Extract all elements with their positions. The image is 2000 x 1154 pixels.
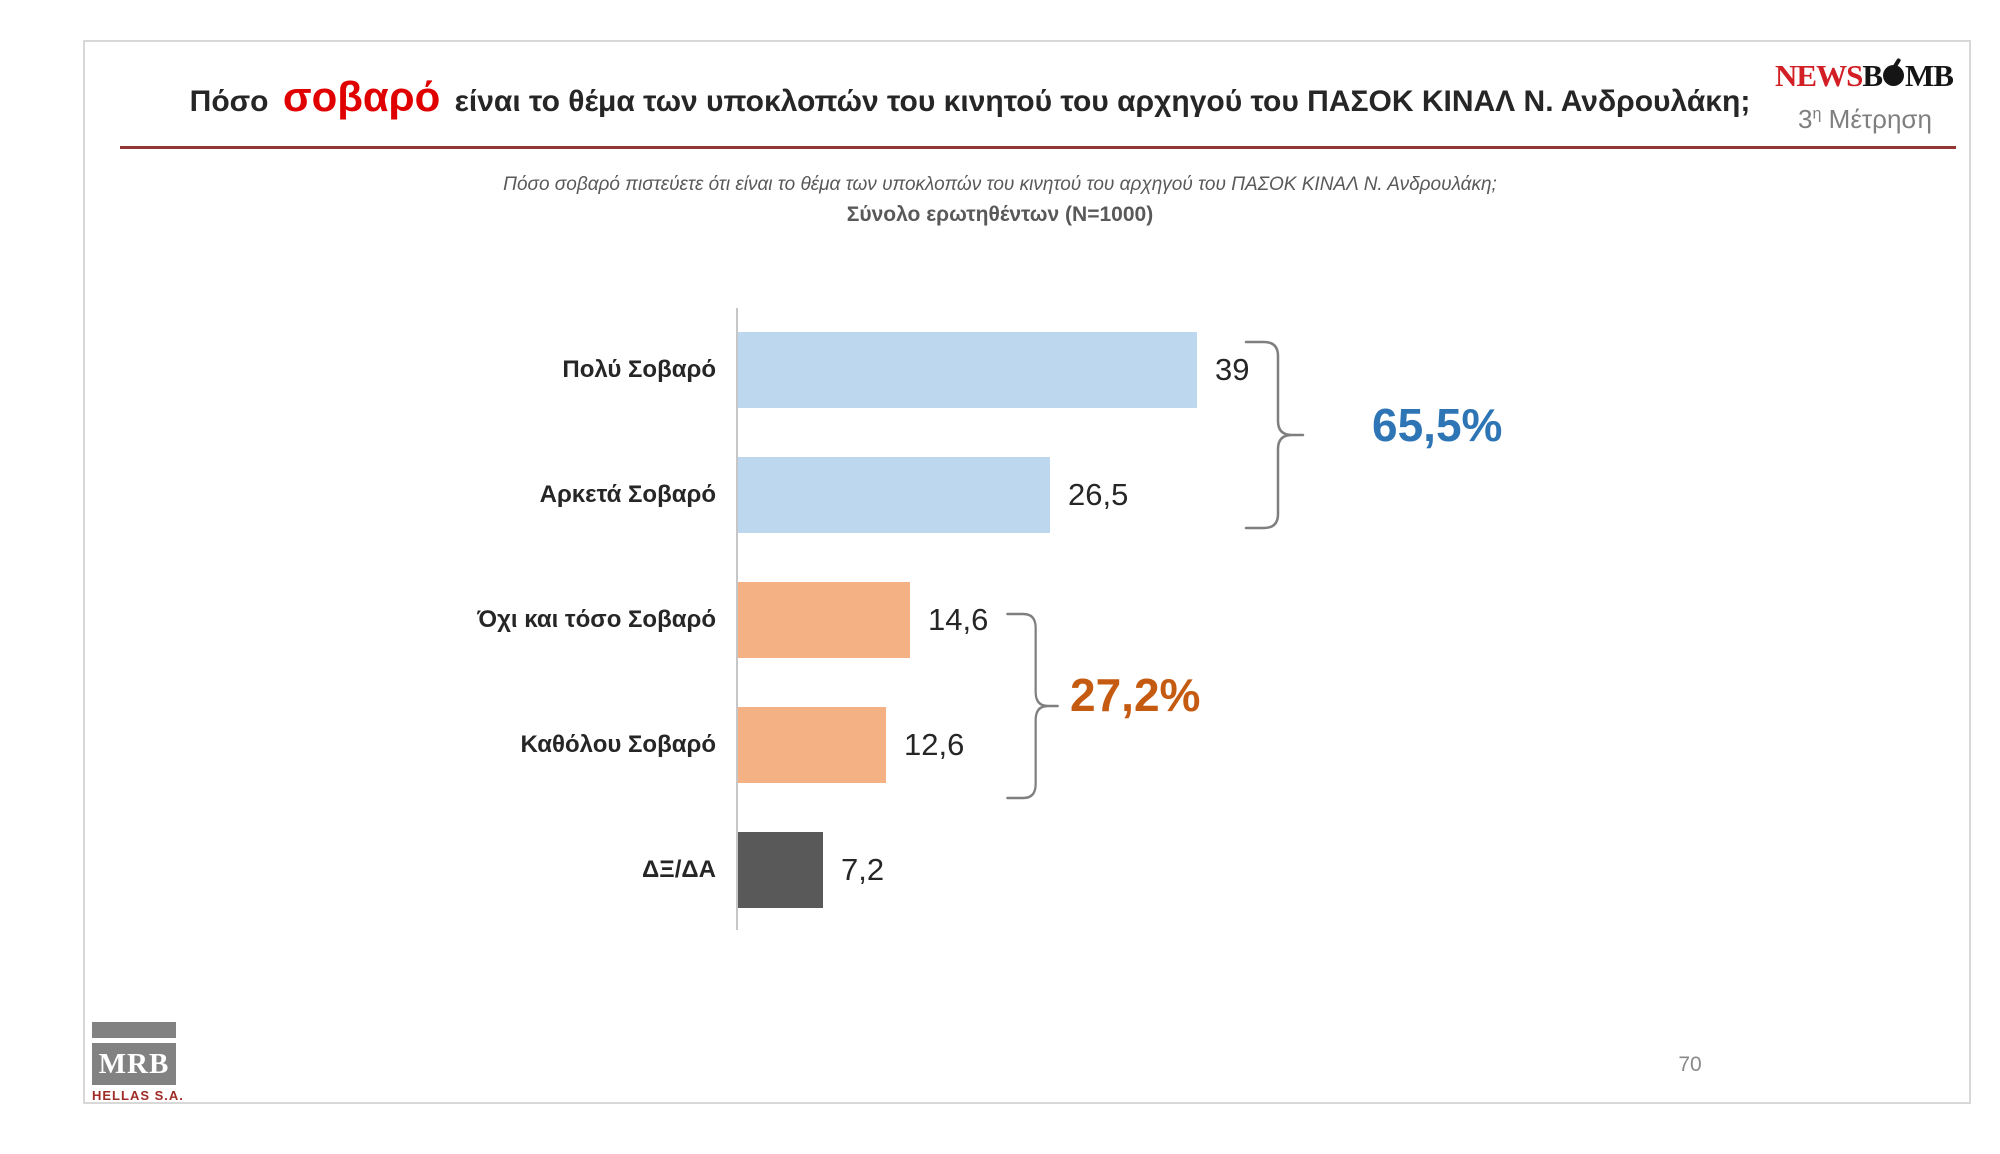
bar-rect (738, 707, 886, 783)
bomb-icon (1883, 65, 1904, 86)
title-prefix: Πόσο (189, 85, 269, 118)
chart-axis-line (736, 308, 738, 930)
bar-category-label: Όχι και τόσο Σοβαρό (477, 606, 716, 633)
newsbomb-news-text: NEWS (1775, 58, 1863, 93)
bar-value-label: 39 (1215, 352, 1250, 387)
bar-category-label: Αρκετά Σοβαρό (539, 481, 716, 508)
slide-border (83, 40, 1971, 1104)
bar-value-label: 26,5 (1068, 477, 1129, 512)
bar-category-label: ΔΞ/ΔΑ (642, 856, 716, 883)
bar-category-label: Πολύ Σοβαρό (562, 356, 716, 383)
mrb-logo-bar (92, 1022, 176, 1038)
bar-category-label: Καθόλου Σοβαρό (520, 731, 717, 758)
bar-value-label: 12,6 (904, 727, 965, 762)
measurement-word: Μέτρηση (1828, 104, 1932, 134)
group-bracket-bottom (1006, 612, 1059, 800)
slide-title: Πόσο σοβαρό είναι το θέμα των υποκλοπών … (150, 66, 1790, 133)
newsbomb-mb-text: MB (1905, 58, 1954, 93)
newsbomb-b-text: B (1862, 58, 1883, 93)
newsbomb-logo: NEWSB MB (1775, 58, 1954, 94)
bar-value-label: 14,6 (928, 602, 989, 637)
measurement-sup: η (1812, 105, 1822, 123)
bar-rect (738, 332, 1197, 408)
group-bracket-top (1244, 340, 1305, 530)
bar-rect (738, 582, 910, 658)
bar-rect (738, 832, 823, 908)
group-total-bottom: 27,2% (1070, 669, 1201, 721)
measurement-number: 3 (1798, 104, 1813, 134)
bar-rect (738, 457, 1050, 533)
measurement-label: 3η Μέτρηση (1770, 104, 1960, 135)
group-total-top: 65,5% (1372, 399, 1503, 451)
title-underline (120, 146, 1956, 149)
title-highlight: σοβαρό (282, 73, 441, 120)
chart-question-subtitle: Πόσο σοβαρό πιστεύετε ότι είναι το θέμα … (503, 174, 1497, 195)
mrb-logo: MRB HELLAS S.A. (92, 1022, 184, 1103)
sample-size-label: Σύνολο ερωτηθέντων (Ν=1000) (846, 203, 1154, 226)
mrb-logo-subtext: HELLAS S.A. (92, 1088, 184, 1103)
page-number: 70 (1678, 1053, 1702, 1076)
mrb-logo-text: MRB (98, 1047, 170, 1080)
mrb-logo-block: MRB (92, 1043, 176, 1085)
bar-value-label: 7,2 (841, 852, 885, 887)
title-suffix: είναι το θέμα των υποκλοπών του κινητού … (454, 85, 1751, 118)
